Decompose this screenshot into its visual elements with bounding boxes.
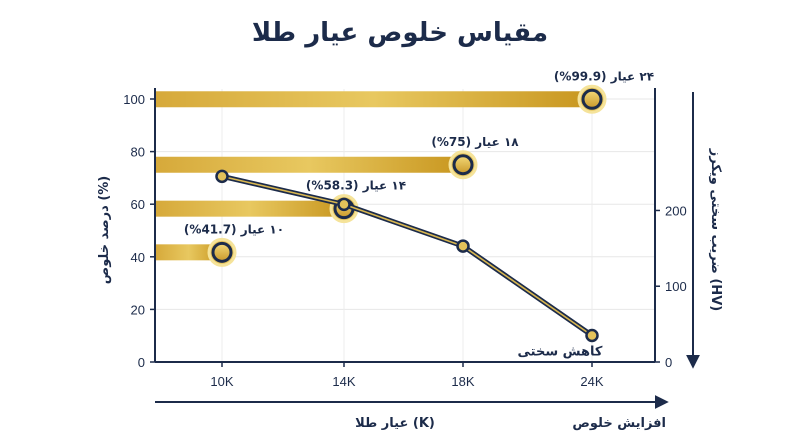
bar-label: ۱۰ عیار (41.7%)	[184, 222, 284, 236]
right-axis-title: ضریب سختی ویکرز (HV)	[708, 148, 723, 311]
hardness-point	[456, 239, 470, 253]
x-tick-label: 24K	[580, 374, 603, 389]
right-tick-label: 0	[665, 355, 672, 370]
bar-10K	[155, 244, 222, 261]
right-tick-label: 200	[665, 203, 687, 218]
bar-18K	[155, 156, 463, 173]
bars	[155, 84, 607, 267]
x-tick-label: 10K	[210, 374, 233, 389]
bar-14K	[155, 200, 344, 217]
x-axis-title: عیار طلا (K)	[355, 416, 435, 431]
left-tick-label: 40	[131, 250, 145, 265]
hardness-point	[337, 197, 351, 212]
hardness-line-inner	[221, 175, 593, 337]
purity-arrow-label: افزایش خلوص	[572, 416, 666, 431]
chart-title: مقیاس خلوص عیار طلا	[251, 18, 549, 48]
hardness-point	[215, 169, 229, 184]
left-tick-label: 0	[138, 355, 145, 370]
left-axis-title: درصد خلوص (%)	[97, 176, 112, 285]
labels: ۱۰ عیار (41.7%) ۱۴ عیار (58.3%) ۱۸ عیار (7…	[97, 69, 723, 431]
left-tick-label: 60	[131, 197, 145, 212]
hardness-point	[585, 328, 599, 343]
x-tick-label: 14K	[332, 374, 355, 389]
hardness-line	[215, 169, 599, 343]
bar-label: ۱۸ عیار (75%)	[431, 135, 519, 149]
right-tick-label: 100	[665, 279, 687, 294]
x-tick-label: 18K	[451, 374, 474, 389]
bar-marker	[211, 241, 233, 263]
left-tick-label: 20	[131, 302, 145, 317]
bar-marker	[581, 88, 603, 110]
bar-24K	[155, 91, 592, 108]
bar-marker	[452, 154, 474, 176]
bar-label: ۲۴ عیار (99.9%)	[554, 69, 654, 83]
axes	[150, 88, 700, 409]
hardness-annotation: کاهش سختی	[518, 344, 603, 359]
left-tick-label: 100	[123, 92, 145, 107]
hardness-line-outer	[221, 173, 594, 338]
left-tick-label: 80	[131, 145, 145, 160]
bar-label: ۱۴ عیار (58.3%)	[306, 179, 406, 193]
